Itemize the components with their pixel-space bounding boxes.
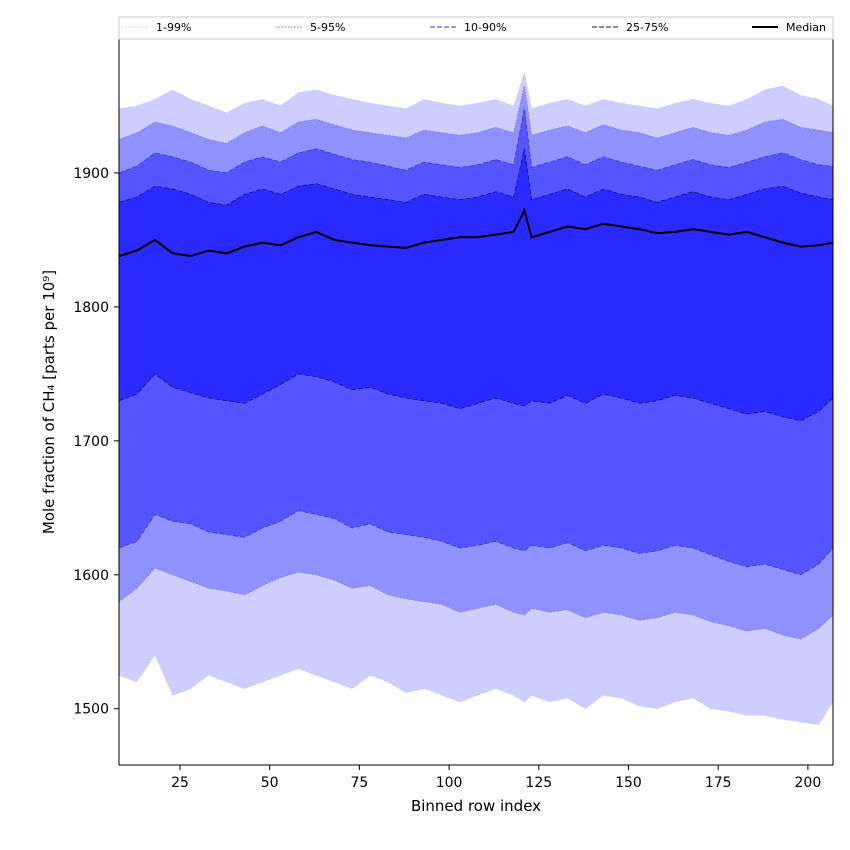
legend-label-1: 5-95% [310,21,345,34]
band-upper-line-2 [119,108,833,174]
legend-label-0: 1-99% [156,21,191,34]
band-fill-3 [119,148,833,421]
band-upper-line-3 [119,148,833,206]
x-tick-label-4: 125 [525,775,552,791]
y-axis: 1500 1600 1700 1800 1900 [73,166,119,718]
median-line [119,207,833,258]
band-upper-line-0 [119,70,833,114]
x-tick-label-5: 150 [615,775,642,791]
x-axis: 25 50 75 100 125 150 175 200 [171,765,821,791]
y-tick-label-2: 1700 [73,434,109,450]
x-tick-label-0: 25 [171,775,189,791]
x-tick-label-2: 75 [350,775,368,791]
legend: 1-99% 5-95% 10-90% 25-75% Median [118,16,834,40]
band-lower-line-2 [119,510,833,576]
quantile-bands [119,70,833,726]
band-lower-line-0 [119,654,833,726]
x-axis-title: Binned row index [411,797,541,815]
x-tick-label-3: 100 [436,775,463,791]
legend-label-2: 10-90% [464,21,506,34]
band-upper-line-1 [119,85,833,144]
y-axis-title: Mole fraction of CH₄ [parts per 10⁹] [40,270,58,534]
x-tick-label-7: 200 [795,775,822,791]
y-tick-label-0: 1500 [73,702,109,718]
y-tick-label-1: 1600 [73,568,109,584]
y-tick-label-4: 1900 [73,166,109,182]
legend-label-4: Median [786,21,826,34]
y-tick-label-3: 1800 [73,300,109,316]
band-lower-line-3 [119,373,833,422]
legend-label-3: 25-75% [626,21,668,34]
median-layer [119,207,833,258]
band-lower-line-1 [119,567,833,640]
x-tick-label-6: 175 [705,775,732,791]
x-tick-label-1: 50 [261,775,279,791]
legend-box [118,16,834,40]
